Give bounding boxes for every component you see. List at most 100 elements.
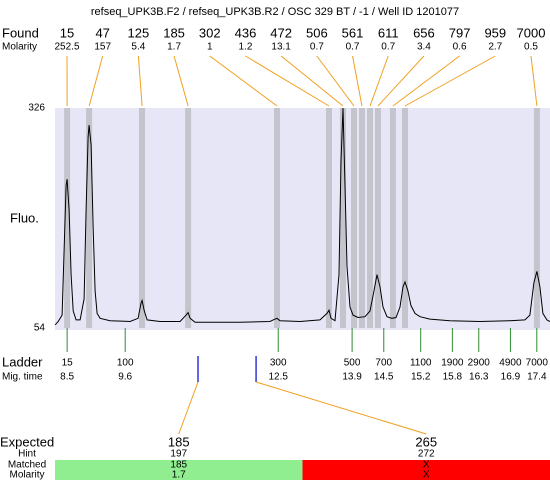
ladder-time-label: Mig. time [2, 372, 43, 383]
y-tick-label: 326 [28, 103, 45, 114]
ladder-time: 14.5 [374, 372, 394, 383]
ladder-size: 500 [344, 358, 361, 369]
ladder-time: 16.3 [469, 372, 489, 383]
peak-band [533, 108, 540, 328]
found-molarity: 0.7 [346, 42, 360, 53]
found-size: 302 [199, 25, 221, 40]
found-size: 656 [413, 25, 435, 40]
ladder-time: 12.5 [268, 372, 288, 383]
expected-connector [178, 381, 199, 435]
found-size: 506 [306, 25, 328, 40]
ladder-time: 15.2 [411, 372, 431, 383]
ladder-size: 100 [117, 358, 134, 369]
peak-band [374, 108, 381, 328]
peak-connector [88, 55, 104, 107]
expected-size: 185 [168, 434, 190, 449]
ladder-time: 15.8 [443, 372, 463, 383]
found-size: 125 [128, 25, 150, 40]
peak-connector [173, 55, 189, 107]
found-molarity: 0.5 [524, 42, 538, 53]
found-size: 611 [378, 25, 399, 40]
peak-band [339, 108, 346, 328]
found-size: 15 [60, 25, 74, 40]
expected-connector [255, 381, 427, 435]
peak-connector [404, 55, 496, 107]
peak-band [64, 108, 71, 328]
found-molarity: 1.2 [239, 42, 253, 53]
found-molarity: 0.7 [381, 42, 395, 53]
trace [54, 107, 550, 326]
peak-connector [392, 55, 460, 107]
expected-hint: 197 [170, 449, 187, 460]
peak-connector [369, 55, 389, 107]
peak-band [139, 108, 146, 328]
found-size: 7000 [517, 25, 546, 40]
peak-connector [377, 55, 425, 107]
ladder-label: Ladder [2, 354, 43, 369]
ladder-size: 2900 [468, 358, 491, 369]
expected-size: 265 [415, 434, 437, 449]
found-molarity-label: Molarity [2, 42, 37, 53]
found-molarity: 1.7 [167, 42, 181, 53]
ladder-size: 15 [62, 358, 74, 369]
ladder-time: 8.5 [60, 372, 74, 383]
peak-band [325, 108, 332, 328]
peak-connector [352, 55, 363, 107]
found-size: 797 [449, 25, 471, 40]
peak-connector [245, 55, 330, 107]
found-label: Found [2, 25, 39, 40]
hint-label: Hint [18, 449, 36, 460]
ladder-time: 9.6 [118, 372, 132, 383]
found-size: 47 [95, 25, 109, 40]
peak-band [389, 108, 396, 328]
status-bar [55, 460, 303, 480]
ladder-size: 700 [375, 358, 392, 369]
peak-band [86, 108, 93, 328]
peak-band [351, 108, 358, 328]
ladder-time: 17.4 [527, 372, 547, 383]
ladder-size: 1900 [441, 358, 464, 369]
expected-molarity: X [423, 470, 430, 480]
ladder-size: 1100 [410, 358, 432, 369]
found-molarity: 1 [207, 42, 213, 53]
found-size: 185 [163, 25, 185, 40]
found-size: 561 [342, 25, 364, 40]
expected-hint: 272 [418, 449, 435, 460]
found-molarity: 2.7 [488, 42, 502, 53]
peak-band [401, 108, 408, 328]
ladder-time: 16.9 [501, 372, 521, 383]
found-molarity: 0.6 [453, 42, 467, 53]
peak-connector [280, 55, 344, 107]
found-molarity: 0.7 [310, 42, 324, 53]
ladder-time: 13.9 [342, 372, 362, 383]
peak-band [274, 108, 281, 328]
expected-matched: 185 [170, 460, 187, 471]
title: refseq_UPK3B.F2 / refseq_UPK3B.R2 / OSC … [91, 6, 459, 18]
peak-connector [209, 55, 278, 107]
found-size: 959 [484, 25, 506, 40]
peak-band [185, 108, 192, 328]
peak-band [366, 108, 373, 328]
peak-band [358, 108, 365, 328]
ladder-size: 7000 [526, 358, 549, 369]
peak-connector [316, 55, 355, 107]
peak-connector [530, 55, 538, 107]
expected-label: Expected [0, 434, 54, 449]
matched-label: Matched [8, 460, 46, 471]
y-tick-label: 54 [34, 323, 46, 334]
status-bar [302, 460, 550, 480]
found-molarity: 13.1 [271, 42, 291, 53]
plot-area [55, 108, 550, 330]
peak-connector [137, 55, 143, 107]
found-size: 472 [270, 25, 292, 40]
ladder-size: 300 [270, 358, 287, 369]
y-axis-label: Fluo. [10, 210, 39, 225]
found-molarity: 157 [94, 42, 111, 53]
found-molarity: 5.4 [131, 42, 145, 53]
found-molarity: 252.5 [54, 42, 79, 53]
ladder-size: 4900 [499, 358, 522, 369]
found-molarity: 3.4 [417, 42, 431, 53]
found-size: 436 [235, 25, 257, 40]
